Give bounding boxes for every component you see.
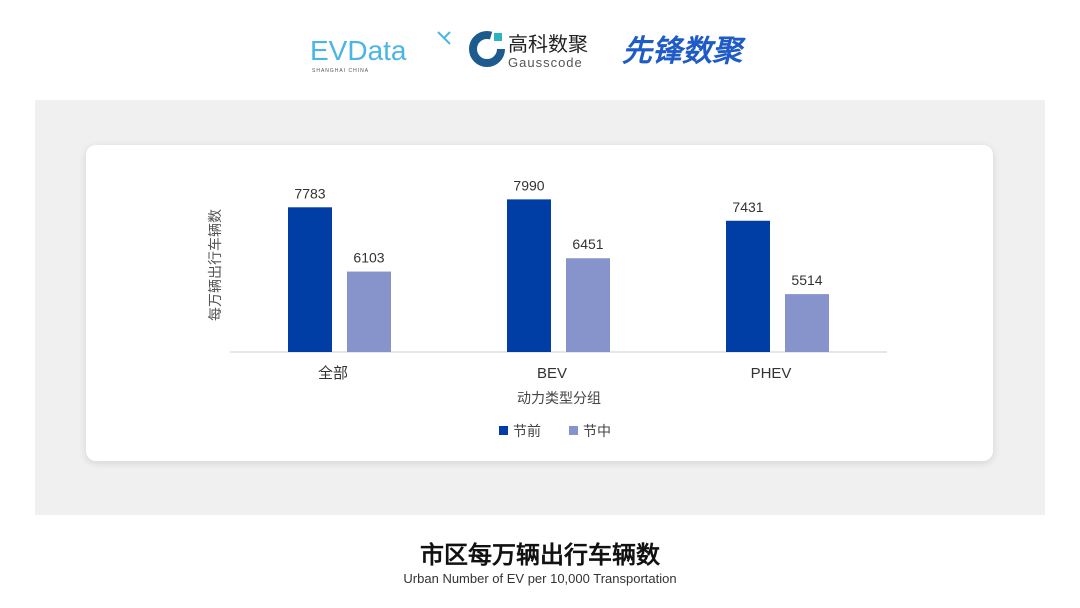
bar-2-0 — [726, 220, 770, 352]
x-tick-label-2: PHEV — [751, 365, 792, 382]
legend-label-1: 节中 — [583, 423, 611, 439]
x-tick-label-0: 全部 — [318, 364, 348, 382]
legend-label-0: 节前 — [513, 423, 541, 439]
x-mark-icon — [437, 31, 451, 45]
data-label-2-0: 7431 — [732, 199, 763, 215]
page-title: 市区每万辆出行车辆数 — [420, 541, 660, 569]
legend-swatch-1 — [569, 426, 578, 435]
gausscode-cn: 高科数聚 — [508, 33, 588, 56]
data-label-0-1: 6103 — [353, 250, 384, 266]
bar-0-1 — [347, 271, 391, 352]
bar-0-0 — [288, 207, 332, 352]
legend-swatch-0 — [499, 426, 508, 435]
xianfeng-logo: 先锋数聚 — [622, 35, 746, 68]
data-label-1-1: 6451 — [572, 236, 603, 252]
chart-card: 每万辆出行车辆数 动力类型分组 7783 6103 全部 7990 6451 BEV 743… — [86, 145, 993, 461]
bar-1-0 — [507, 199, 551, 352]
evdata-logo-sub: SHANGHAI CHINA — [312, 68, 369, 74]
data-label-0-0: 7783 — [294, 185, 325, 201]
x-axis-label: 动力类型分组 — [517, 390, 601, 406]
x-tick-label-1: BEV — [537, 365, 567, 382]
bar-1-1 — [566, 258, 610, 352]
logos: EVData SHANGHAI CHINA 高科数聚 Gausscode 先锋数… — [0, 24, 1080, 74]
legend: 节前 节中 — [499, 423, 611, 439]
data-label-1-0: 7990 — [513, 177, 544, 193]
gausscode-en: Gausscode — [508, 55, 583, 70]
page-subtitle: Urban Number of EV per 10,000 Transporta… — [403, 571, 677, 586]
data-label-2-1: 5514 — [791, 272, 822, 288]
y-axis-label: 每万辆出行车辆数 — [207, 209, 223, 321]
evdata-logo: EVData — [310, 35, 407, 66]
bar-2-1 — [785, 294, 829, 352]
bar-chart: 每万辆出行车辆数 动力类型分组 7783 6103 全部 7990 6451 BEV 743… — [207, 177, 887, 439]
gausscode-icon — [469, 31, 505, 67]
